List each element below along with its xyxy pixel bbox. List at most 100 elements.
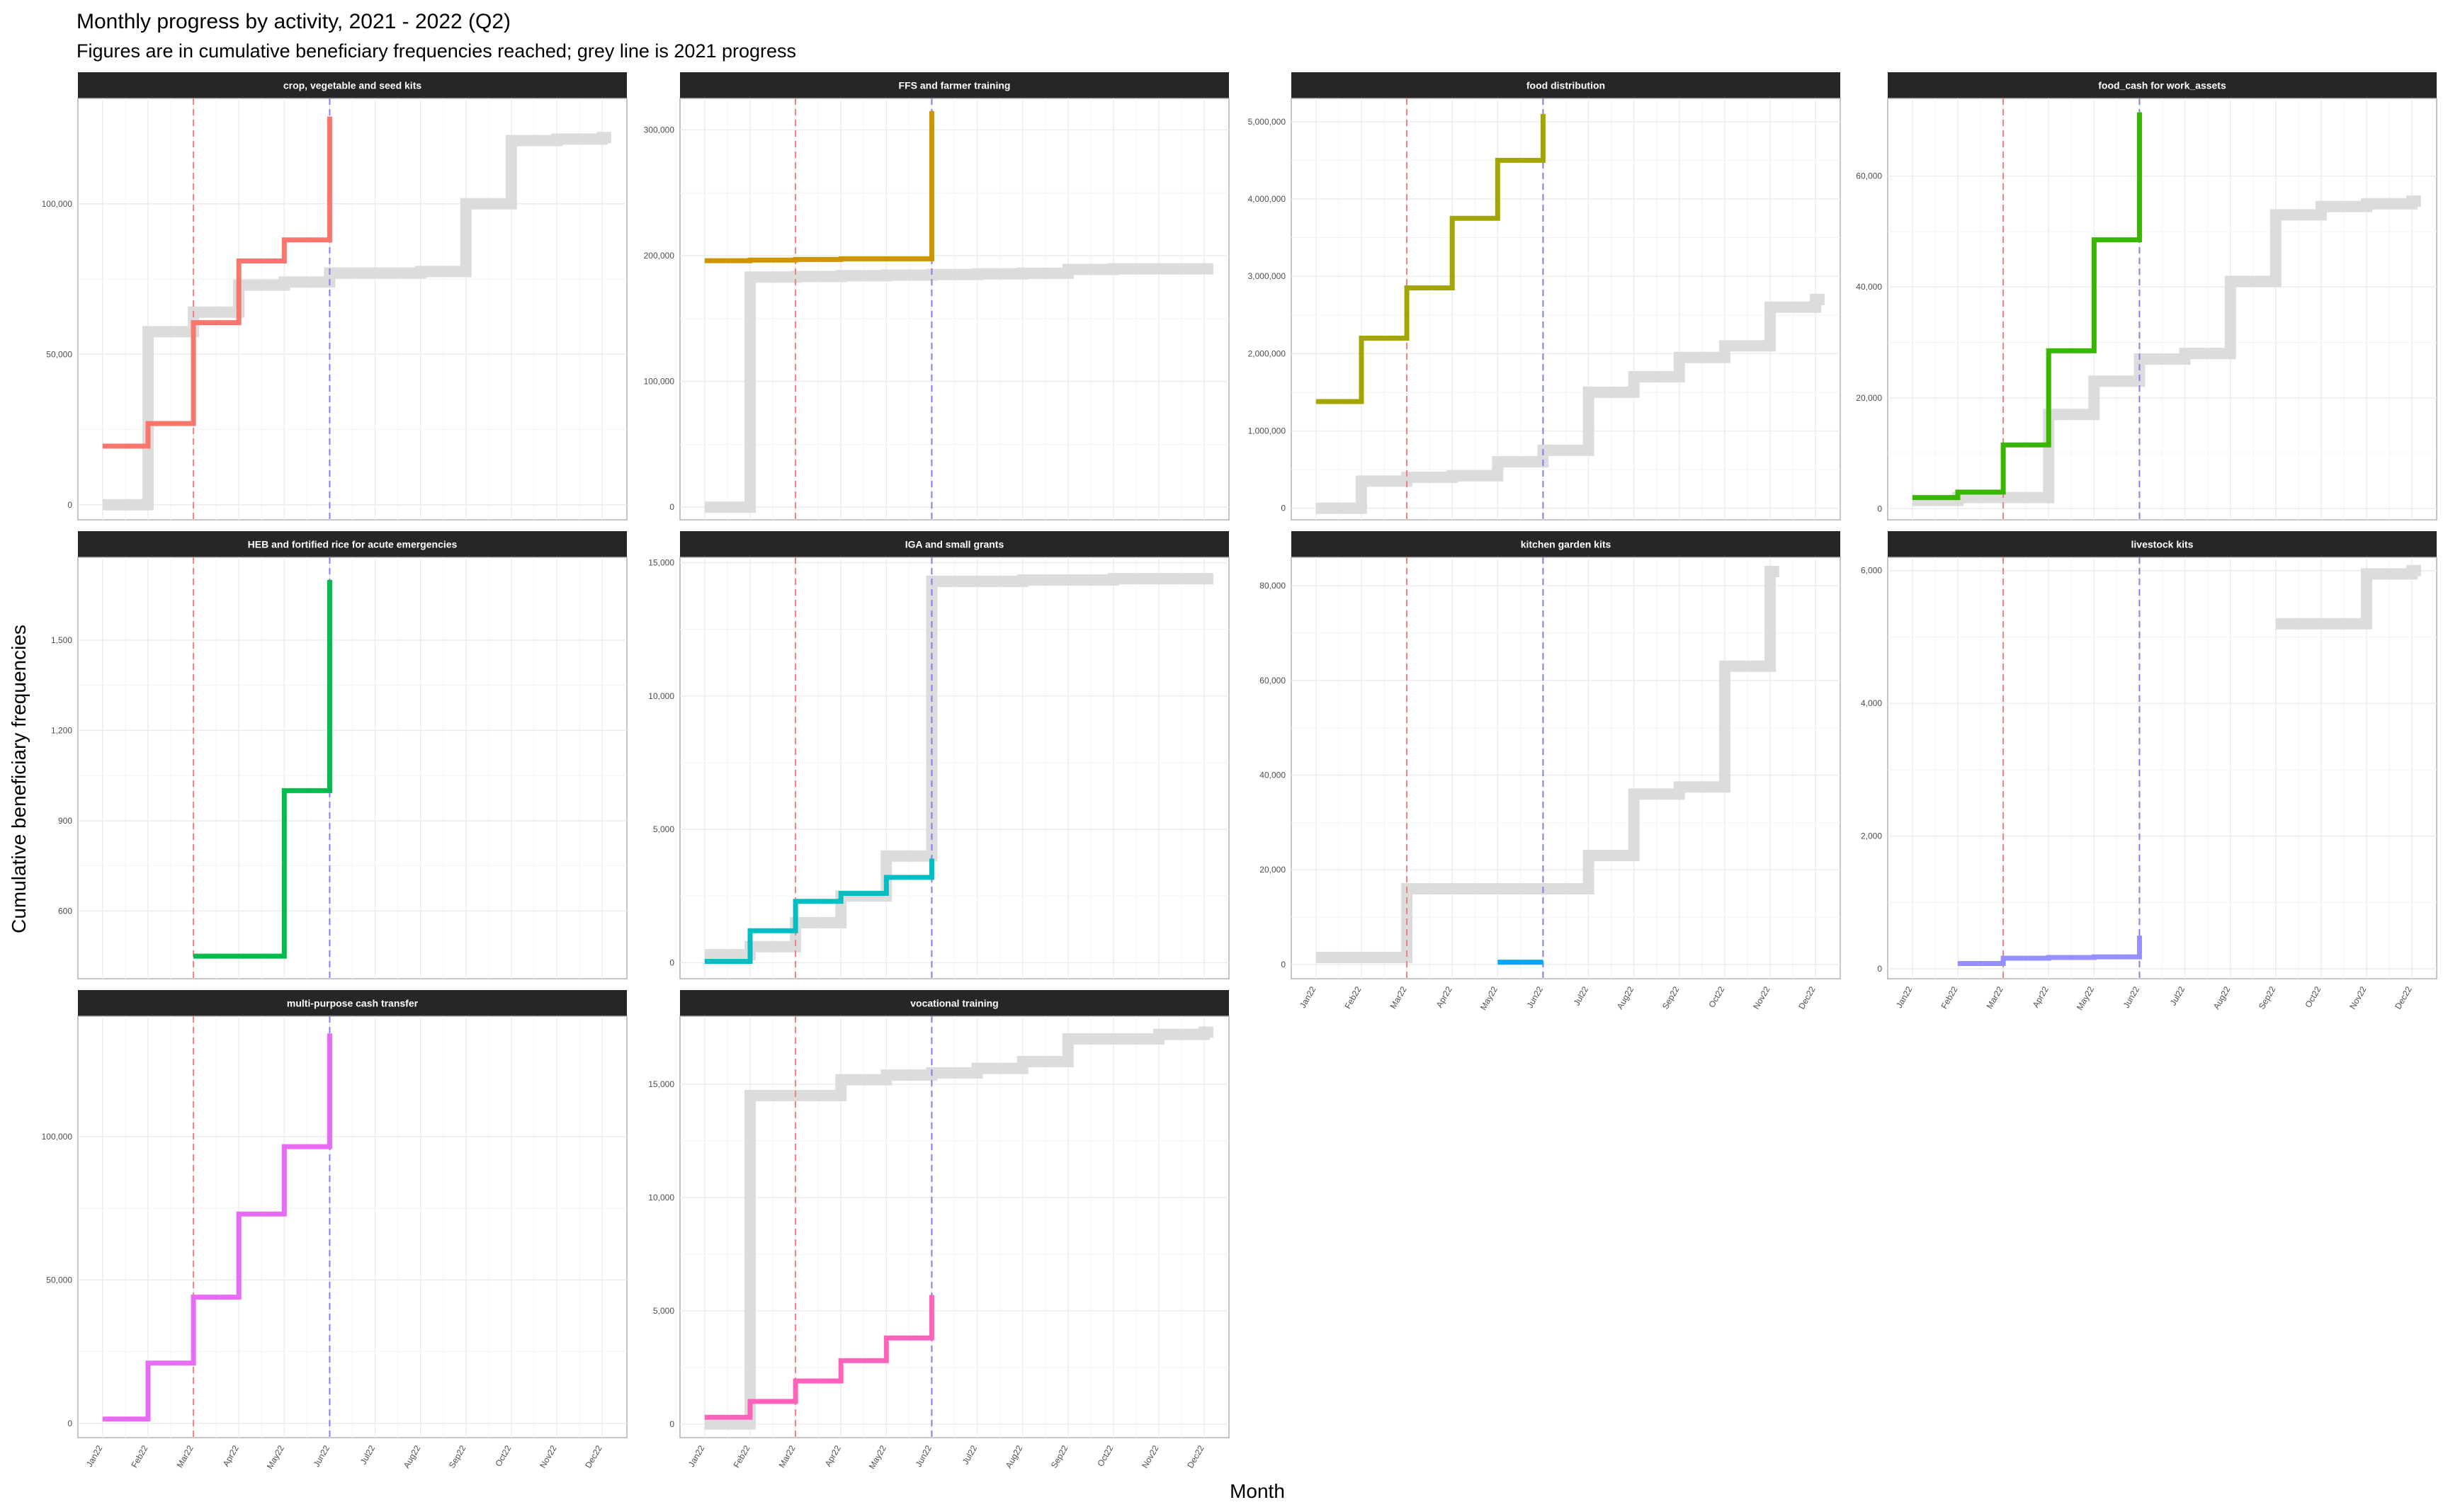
facet-panel: IGA and small grants 0 5,000 10,000 15,000 bbox=[648, 531, 1230, 979]
facet-strip bbox=[1291, 531, 1840, 557]
x-tick-label: Oct22 bbox=[2303, 984, 2323, 1009]
y-tick-label: 2,000,000 bbox=[1248, 348, 1286, 358]
chart-title: Monthly progress by activity, 2021 - 202… bbox=[76, 10, 511, 33]
y-tick-label: 6,000 bbox=[1861, 566, 1882, 576]
series-2022-line bbox=[1912, 112, 2142, 501]
x-tick-label: May22 bbox=[867, 1443, 888, 1470]
y-tick-label: 100,000 bbox=[42, 1132, 73, 1142]
facet-strip bbox=[680, 990, 1229, 1016]
y-tick-label: 4,000,000 bbox=[1248, 194, 1286, 204]
x-tick-label: Mar22 bbox=[175, 1443, 196, 1470]
x-axis-title: Month bbox=[1230, 1480, 1285, 1502]
x-tick-label: Jan22 bbox=[686, 1443, 707, 1469]
x-tick-label: Feb22 bbox=[731, 1443, 752, 1470]
y-tick-label: 0 bbox=[1281, 504, 1286, 513]
y-tick-label: 10,000 bbox=[648, 691, 674, 701]
x-tick-label: Mar22 bbox=[1388, 984, 1409, 1011]
facet-strip bbox=[680, 72, 1229, 98]
y-tick-label: 10,000 bbox=[648, 1193, 674, 1203]
chart-subtitle: Figures are in cumulative beneficiary fr… bbox=[76, 40, 796, 62]
x-tick-label: Jan22 bbox=[1298, 984, 1318, 1010]
series-2022-line bbox=[102, 116, 332, 449]
facet-panel: livestock kits 0 2,000 4,000 6,000 Jan22 Feb22… bbox=[1861, 531, 2437, 1012]
x-tick-label: Jan22 bbox=[84, 1443, 105, 1469]
y-tick-label: 60,000 bbox=[1259, 676, 1286, 686]
facet-strip-label: HEB and fortified rice for acute emergen… bbox=[248, 539, 458, 550]
facet-strip-label: FFS and farmer training bbox=[899, 80, 1011, 91]
y-tick-label: 40,000 bbox=[1259, 771, 1286, 780]
y-tick-label: 50,000 bbox=[46, 1275, 72, 1285]
facet-strip-label: IGA and small grants bbox=[905, 539, 1004, 550]
series-2021-line bbox=[1315, 293, 1825, 514]
y-tick-label: 1,200 bbox=[51, 725, 72, 735]
y-tick-label: 20,000 bbox=[1259, 865, 1286, 875]
facet-strip-label: vocational training bbox=[910, 998, 998, 1009]
facet-strip-label: food distribution bbox=[1526, 80, 1605, 91]
series-2022-line bbox=[1315, 113, 1546, 404]
y-tick-label: 80,000 bbox=[1259, 581, 1286, 591]
y-tick-label: 3,000,000 bbox=[1248, 271, 1286, 281]
series-2022-line bbox=[704, 110, 934, 263]
x-tick-label: Jul22 bbox=[2168, 984, 2187, 1007]
y-tick-label: 1,000,000 bbox=[1248, 426, 1286, 436]
facet-strip-label: kitchen garden kits bbox=[1521, 539, 1611, 550]
facet-strip bbox=[78, 72, 627, 98]
series-2022-line bbox=[704, 858, 934, 965]
facet-panels: crop, vegetable and seed kits 0 50,000 100,… bbox=[42, 72, 2437, 1471]
y-axis-title: Cumulative beneficiary frequencies bbox=[8, 625, 30, 933]
y-tick-label: 5,000 bbox=[653, 1306, 674, 1316]
x-tick-label: Feb22 bbox=[129, 1443, 149, 1470]
y-tick-label: 0 bbox=[669, 1419, 674, 1429]
x-tick-label: Jun22 bbox=[914, 1443, 934, 1469]
y-tick-label: 5,000,000 bbox=[1248, 117, 1286, 127]
y-tick-label: 60,000 bbox=[1856, 171, 1882, 181]
x-tick-label: Jul22 bbox=[960, 1443, 980, 1466]
y-tick-label: 0 bbox=[669, 502, 674, 512]
x-tick-label: Jul22 bbox=[1572, 984, 1591, 1007]
x-tick-label: Sep22 bbox=[1049, 1443, 1070, 1470]
grid-lines bbox=[1291, 98, 1840, 520]
y-tick-label: 100,000 bbox=[644, 377, 675, 387]
y-tick-label: 2,000 bbox=[1861, 831, 1882, 841]
series-2021-line bbox=[704, 1026, 1213, 1430]
series-2021-line bbox=[1912, 195, 2421, 506]
x-tick-label: Feb22 bbox=[1939, 984, 1959, 1011]
x-tick-label: Oct22 bbox=[1095, 1443, 1115, 1468]
series-2021-line bbox=[2275, 564, 2421, 630]
x-tick-label: Jul22 bbox=[358, 1443, 378, 1466]
x-tick-label: Nov22 bbox=[538, 1443, 559, 1470]
x-tick-label: May22 bbox=[1478, 984, 1500, 1011]
y-tick-label: 4,000 bbox=[1861, 698, 1882, 708]
facet-panel: kitchen garden kits 0 20,000 40,000 60,000 80… bbox=[1259, 531, 1841, 1012]
x-tick-label: Aug22 bbox=[2211, 984, 2233, 1011]
y-tick-label: 0 bbox=[67, 1419, 72, 1428]
facet-strip bbox=[680, 531, 1229, 557]
x-tick-label: Apr22 bbox=[1434, 984, 1454, 1009]
y-tick-label: 15,000 bbox=[648, 558, 674, 568]
y-tick-label: 1,500 bbox=[51, 635, 72, 645]
x-tick-label: Jan22 bbox=[1894, 984, 1915, 1010]
facet-panel: multi-purpose cash transfer 0 50,000 100,00… bbox=[42, 990, 628, 1471]
x-tick-label: Aug22 bbox=[402, 1443, 423, 1470]
series-2022-line bbox=[704, 1295, 934, 1420]
y-tick-label: 40,000 bbox=[1856, 282, 1882, 292]
facet-strip bbox=[78, 531, 627, 557]
grid-lines bbox=[78, 557, 627, 979]
y-tick-label: 5,000 bbox=[653, 824, 674, 834]
facet-panel: vocational training 0 5,000 10,000 15,000 Jan… bbox=[648, 990, 1230, 1471]
y-tick-label: 0 bbox=[1281, 960, 1286, 970]
x-tick-label: Sep22 bbox=[447, 1443, 468, 1470]
facet-strip-label: livestock kits bbox=[2131, 539, 2194, 550]
facet-strip bbox=[1888, 531, 2437, 557]
x-tick-label: Sep22 bbox=[2257, 984, 2278, 1011]
y-tick-label: 200,000 bbox=[644, 251, 675, 261]
facet-strip bbox=[1888, 72, 2437, 98]
y-tick-label: 0 bbox=[669, 957, 674, 967]
grid-lines bbox=[78, 1016, 627, 1438]
x-tick-label: Mar22 bbox=[777, 1443, 798, 1470]
x-tick-label: Oct22 bbox=[493, 1443, 513, 1468]
series-2021-line bbox=[704, 263, 1213, 513]
series-2022-line bbox=[102, 1033, 332, 1422]
facet-strip-label: crop, vegetable and seed kits bbox=[283, 80, 422, 91]
